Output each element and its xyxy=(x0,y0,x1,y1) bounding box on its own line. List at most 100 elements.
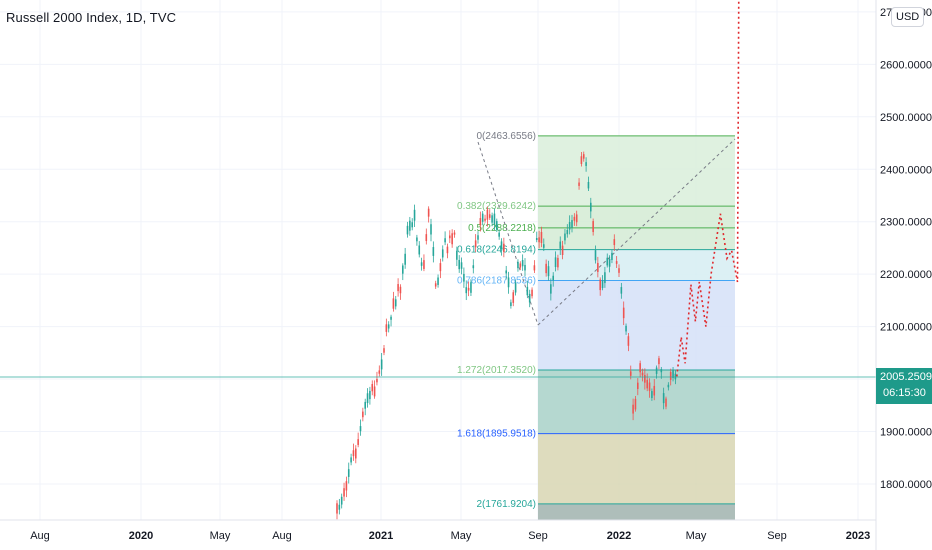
fib-level-label: 2(1761.9204) xyxy=(477,499,537,510)
candle-body xyxy=(528,293,531,303)
candle-body xyxy=(453,232,456,235)
candle-body xyxy=(481,213,484,222)
fib-level-label: 0(2463.6556) xyxy=(477,131,537,142)
chart-title: Russell 2000 Index, 1D, TVC xyxy=(6,10,177,25)
candle-body xyxy=(662,393,665,404)
time-axis-label: 2020 xyxy=(129,530,153,542)
fib-zone xyxy=(538,369,735,434)
time-axis-label: Aug xyxy=(30,530,50,542)
fib-level-label: 0.382(2329.6242) xyxy=(457,201,536,212)
candle-body xyxy=(554,257,557,268)
fib-zone xyxy=(538,227,735,250)
candle-body xyxy=(399,286,402,294)
fib-zone xyxy=(538,135,735,207)
price-axis[interactable]: 2700.00002600.00002500.00002400.00002300… xyxy=(880,7,932,491)
last-price-tag: 2005.2509 06:15:30 xyxy=(876,368,932,404)
candle-body xyxy=(540,231,543,243)
fib-level-label: 0.618(2246.8194) xyxy=(457,245,536,256)
candle-body xyxy=(488,214,491,218)
candle-body xyxy=(357,439,359,445)
candle-body xyxy=(347,469,350,477)
time-axis-label: 2023 xyxy=(846,530,870,542)
candle-body xyxy=(578,182,580,186)
candle-body xyxy=(404,253,406,265)
candle-body xyxy=(543,244,545,248)
candle-body xyxy=(550,284,552,294)
candle-body xyxy=(559,241,562,249)
candle-body xyxy=(451,233,453,245)
candle-body xyxy=(409,220,411,231)
trend-line-down xyxy=(477,141,539,326)
candle-body xyxy=(493,213,496,225)
price-axis-label: 2100.0000 xyxy=(880,322,932,334)
candle-body xyxy=(517,261,519,269)
candle-body xyxy=(599,279,601,291)
candle-body xyxy=(672,369,674,378)
candle-body xyxy=(535,238,538,241)
candle-body xyxy=(568,222,571,230)
candle-body xyxy=(460,262,463,269)
candle-body xyxy=(653,385,656,396)
fib-zone-lower xyxy=(538,503,735,520)
candle-body xyxy=(533,265,536,271)
candle-body xyxy=(364,401,366,409)
candle-body xyxy=(340,496,343,505)
candle-body xyxy=(601,280,604,289)
candle-body xyxy=(392,298,395,309)
time-axis-label: Sep xyxy=(767,530,787,542)
candle-body xyxy=(665,398,667,407)
candle-body xyxy=(430,224,432,235)
candle-body xyxy=(507,277,510,288)
candle-body xyxy=(634,398,637,410)
currency-button[interactable]: USD xyxy=(891,7,925,27)
candle-body xyxy=(366,393,369,404)
candle-body xyxy=(585,162,587,166)
candle-body xyxy=(373,386,376,397)
candle-body xyxy=(441,249,444,258)
time-axis-label: Aug xyxy=(272,530,292,542)
candle-body xyxy=(472,265,475,269)
candle-body xyxy=(547,266,550,277)
bar-countdown: 06:15:30 xyxy=(883,387,926,399)
candle-body xyxy=(378,370,381,374)
candle-body xyxy=(474,240,477,248)
candle-body xyxy=(625,325,627,332)
candle-body xyxy=(496,221,498,230)
candle-body xyxy=(463,273,465,282)
candle-body xyxy=(618,268,620,273)
candle-body xyxy=(350,457,352,463)
candle-body xyxy=(627,336,630,346)
candle-body xyxy=(397,284,399,292)
candle-body xyxy=(639,363,641,373)
candle-body xyxy=(538,237,540,243)
time-axis-label: 2021 xyxy=(369,530,393,542)
candle-body xyxy=(660,369,663,373)
fib-level-label: 0.786(2187.8536) xyxy=(457,276,536,287)
candle-body xyxy=(345,481,348,491)
candle-body xyxy=(394,299,397,307)
time-axis[interactable]: Aug 2020 May Aug 2021 May Sep 2022 May Sep 2023 xyxy=(30,530,870,542)
candle-body xyxy=(545,263,547,274)
candle-body xyxy=(432,247,435,256)
candle-body xyxy=(402,265,404,274)
chart-grid xyxy=(0,0,876,520)
candle-body xyxy=(444,238,446,243)
candle-body xyxy=(456,250,458,260)
fib-trend-line[interactable] xyxy=(477,138,736,326)
candle-body xyxy=(458,259,460,270)
fib-level-label: 0.5(2288.2218) xyxy=(468,223,536,234)
price-axis-label: 1900.0000 xyxy=(880,427,932,439)
candle-body xyxy=(418,245,421,255)
candle-body xyxy=(597,262,599,272)
projection-path[interactable] xyxy=(676,0,746,377)
candle-body xyxy=(387,324,390,329)
candle-body xyxy=(587,181,590,189)
candle-body xyxy=(486,209,489,220)
candle-body xyxy=(655,367,658,374)
price-axis-label: 1800.0000 xyxy=(880,479,932,491)
candle-body xyxy=(503,243,505,252)
candle-body xyxy=(467,287,470,291)
fibonacci-retracement[interactable]: 0(2463.6556) 0.382(2329.6242) 0.5(2288.221… xyxy=(457,131,735,520)
candle-body xyxy=(479,218,482,226)
